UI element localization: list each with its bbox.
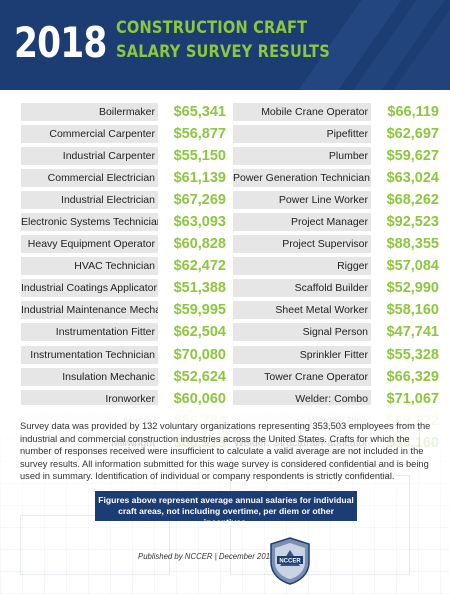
craft-label: Power Line Worker [233, 191, 371, 210]
salary-value: $70,080 [173, 346, 226, 363]
craft-label: Industrial Maintenance Mechanic [21, 301, 158, 320]
salary-row: Electronic Systems Technician $63,093 [21, 213, 226, 232]
craft-label: Mobile Crane Operator [233, 103, 371, 121]
salary-row: Insulation Mechanic $52,624 [21, 367, 226, 386]
salary-value: $61,139 [173, 170, 226, 187]
salary-value: $55,150 [173, 148, 226, 165]
survey-methodology-note: Survey data was provided by 132 voluntar… [20, 421, 431, 482]
salary-value: $58,160 [386, 302, 439, 319]
salary-row: Pipefitter $62,697 [233, 125, 439, 144]
salary-value: $88,355 [386, 236, 439, 253]
salary-row: Industrial Carpenter $55,150 [21, 147, 226, 166]
salary-row: Industrial Electrician $67,269 [21, 191, 226, 210]
salary-row: Mobile Crane Operator $66,119 [233, 103, 439, 121]
salary-value: $52,990 [386, 280, 439, 297]
salary-value: $62,697 [386, 126, 439, 143]
salary-row: Project Supervisor $88,355 [233, 235, 439, 254]
salary-value: $71,067 [386, 390, 439, 407]
salary-row: Instrumentation Technician $70,080 [21, 345, 226, 364]
salary-row: Signal Person $47,741 [233, 323, 439, 342]
craft-label: Electronic Systems Technician [21, 213, 158, 232]
salary-value: $55,328 [386, 346, 439, 363]
salary-row: Power Line Worker $68,262 [233, 191, 439, 210]
craft-label: Sprinkler Fitter [233, 345, 371, 364]
craft-label: Commercial Electrician [21, 169, 158, 188]
craft-label: Sheet Metal Worker [233, 301, 371, 320]
craft-label: Commercial Carpenter [21, 125, 158, 144]
salary-row: Instrumentation Fitter $62,504 [21, 323, 226, 342]
craft-label: Rigger [233, 257, 371, 276]
craft-label: Boilermaker [21, 103, 158, 121]
craft-label: Scaffold Builder [233, 279, 371, 298]
craft-label: Tower Crane Operator [233, 367, 371, 386]
published-credit: Published by NCCER | December 2018 [138, 552, 275, 561]
salary-row: Sheet Metal Worker $58,160 [233, 301, 439, 320]
salary-value: $47,741 [386, 324, 439, 341]
salary-value: $51,388 [173, 280, 226, 297]
salary-value: $62,504 [173, 324, 226, 341]
salary-value: $52,624 [173, 368, 226, 385]
salary-value: $57,084 [386, 258, 439, 275]
salary-row: Boilermaker $65,341 [21, 103, 226, 121]
logo-text: NCCER [279, 559, 301, 565]
salary-row: Ironworker $60,060 [21, 389, 226, 408]
salary-row: Project Manager $92,523 [233, 213, 439, 232]
header-banner: 2018 CONSTRUCTION CRAFT SALARY SURVEY RE… [0, 0, 450, 90]
page-title-line1: CONSTRUCTION CRAFT [116, 18, 308, 38]
salary-row: Tower Crane Operator $66,329 [233, 367, 439, 386]
salary-value: $59,627 [386, 148, 439, 165]
salary-column-left: Boilermaker $65,341 Commercial Carpenter $5… [21, 103, 226, 456]
salary-value: $63,024 [386, 170, 439, 187]
salary-value: $68,262 [386, 192, 439, 209]
craft-label: Instrumentation Fitter [21, 323, 158, 342]
craft-label: Project Supervisor [233, 235, 371, 254]
page-title-line2: SALARY SURVEY RESULTS [116, 42, 330, 62]
craft-label: Industrial Electrician [21, 191, 158, 210]
craft-label: Plumber [233, 147, 371, 166]
craft-label: Pipefitter [233, 125, 371, 144]
salary-value: $65,341 [173, 104, 226, 120]
salary-value: $56,877 [173, 126, 226, 143]
survey-year: 2018 [14, 18, 107, 67]
salary-value: $59,995 [173, 302, 226, 319]
craft-label: Instrumentation Technician [21, 345, 158, 364]
craft-label: Ironworker [21, 389, 158, 408]
salary-row: Industrial Maintenance Mechanic $59,995 [21, 301, 226, 320]
craft-label: Heavy Equipment Operator [21, 235, 158, 254]
salary-value: $60,060 [173, 390, 226, 407]
craft-label: Industrial Carpenter [21, 147, 158, 166]
salary-column-right: Mobile Crane Operator $66,119 Pipefitter $6… [233, 103, 439, 456]
salary-row: Plumber $59,627 [233, 147, 439, 166]
salary-row: Rigger $57,084 [233, 257, 439, 276]
salary-value: $63,093 [173, 214, 226, 231]
callout-box: Figures above represent average annual s… [95, 491, 357, 527]
salary-row: Heavy Equipment Operator $60,828 [21, 235, 226, 254]
nccer-logo-icon: NCCER [268, 536, 312, 586]
salary-row: Scaffold Builder $52,990 [233, 279, 439, 298]
craft-label: Signal Person [233, 323, 371, 342]
craft-label: Project Manager [233, 213, 371, 232]
salary-row: Power Generation Technician $63,024 [233, 169, 439, 188]
craft-label: HVAC Technician [21, 257, 158, 276]
salary-value: $62,472 [173, 258, 226, 275]
salary-value: $92,523 [386, 214, 439, 231]
salary-row: HVAC Technician $62,472 [21, 257, 226, 276]
salary-row: Commercial Electrician $61,139 [21, 169, 226, 188]
craft-label: Power Generation Technician [233, 169, 371, 188]
salary-row: Commercial Carpenter $56,877 [21, 125, 226, 144]
salary-row: Welder: Combo $71,067 [233, 389, 439, 408]
craft-label: Industrial Coatings Applicator [21, 279, 158, 298]
salary-value: $67,269 [173, 192, 226, 209]
craft-label: Insulation Mechanic [21, 367, 158, 386]
salary-row: Industrial Coatings Applicator $51,388 [21, 279, 226, 298]
craft-label: Welder: Combo [233, 389, 371, 408]
salary-value: $66,329 [386, 368, 439, 385]
salary-value: $60,828 [173, 236, 226, 253]
salary-value: $66,119 [387, 104, 439, 120]
salary-row: Sprinkler Fitter $55,328 [233, 345, 439, 364]
